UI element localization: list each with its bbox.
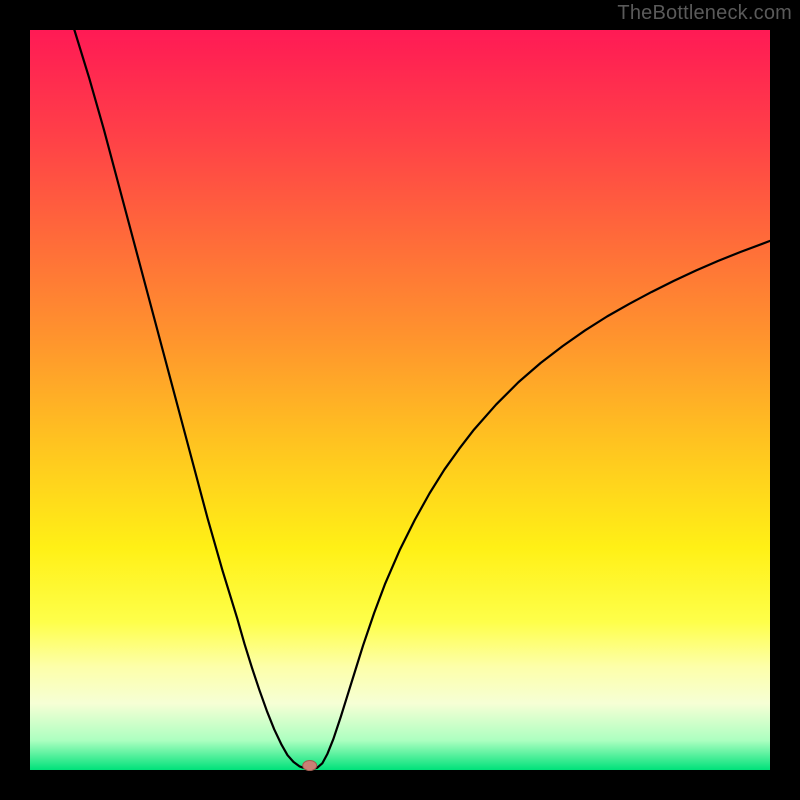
plot-background xyxy=(30,30,770,770)
bottleneck-chart xyxy=(0,0,800,800)
watermark-text: TheBottleneck.com xyxy=(617,2,792,25)
chart-container: TheBottleneck.com xyxy=(0,0,800,800)
optimal-point-marker xyxy=(303,761,317,771)
